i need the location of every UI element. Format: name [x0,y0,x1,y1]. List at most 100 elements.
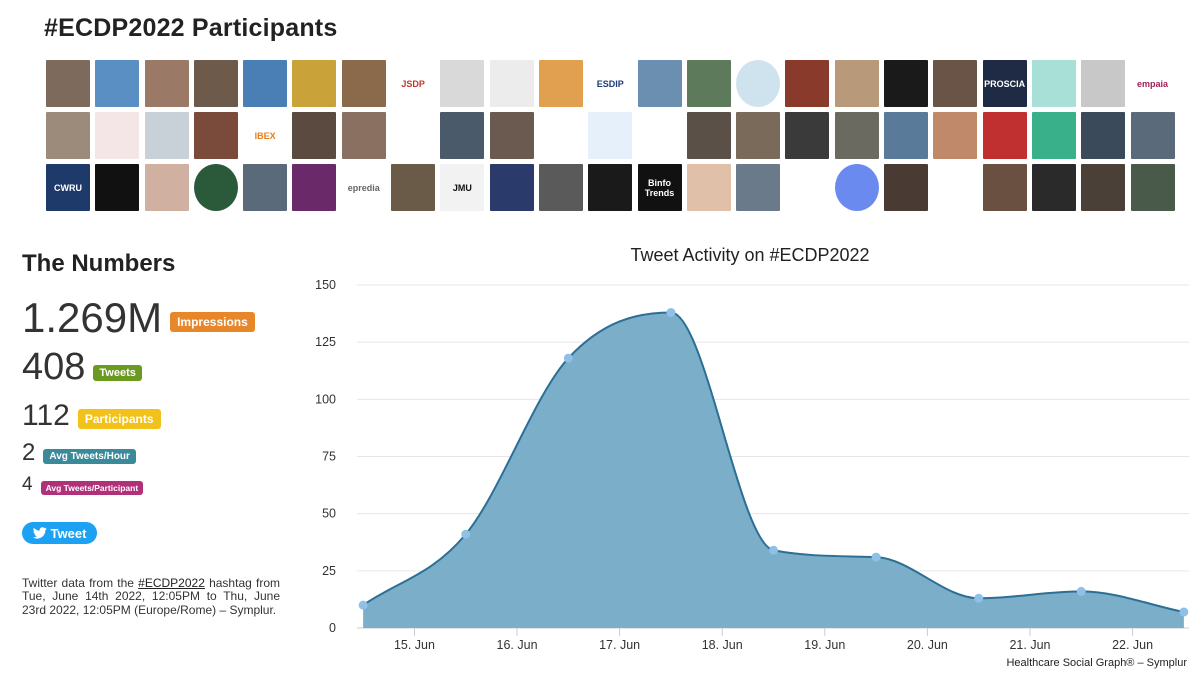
participant-avatar[interactable]: JSDP [391,60,436,107]
participant-avatar[interactable] [933,60,978,107]
y-axis: 0 25 50 75 100 125 150 [315,278,336,635]
participant-avatar[interactable] [1130,112,1175,159]
participant-avatar[interactable] [637,60,682,107]
participant-avatar[interactable] [834,164,879,211]
participant-avatar[interactable] [341,60,386,107]
participant-avatar[interactable]: epredia [341,164,386,211]
x-tick-label: 22. Jun [1112,638,1153,652]
tweet-button[interactable]: Tweet [22,522,97,544]
series-line [362,311,1185,613]
participant-avatar[interactable] [46,60,90,107]
participant-avatar[interactable] [46,112,90,159]
participant-avatar[interactable] [243,60,288,107]
participant-avatar[interactable] [736,112,781,159]
participant-avatar[interactable] [884,112,929,159]
participant-avatar[interactable] [144,112,189,159]
data-point[interactable] [974,593,984,603]
participant-avatar[interactable] [292,112,337,159]
participant-avatar[interactable] [1031,164,1076,211]
participant-avatar[interactable] [1130,164,1175,211]
data-point[interactable] [358,600,368,610]
participant-avatar[interactable] [1031,60,1076,107]
participant-avatar[interactable] [440,60,485,107]
data-point[interactable] [871,552,881,562]
participant-avatar[interactable] [489,164,534,211]
avatar-text: epredia [347,182,380,193]
avatar-text: CWRU [54,182,82,193]
tweet-button-label: Tweet [50,525,87,541]
data-point[interactable] [563,353,573,363]
avg-tweets-participant-badge: Avg Tweets/Participant [40,481,144,495]
participant-avatar[interactable] [95,60,140,107]
participant-avatar[interactable] [193,112,238,159]
tweets-badge: Tweets [93,364,142,381]
participant-avatar[interactable] [884,60,929,107]
participant-avatar[interactable]: empaia [1130,60,1175,107]
participant-avatar[interactable] [785,164,830,211]
participant-avatar[interactable] [686,60,731,107]
x-tick-label: 21. Jun [1009,638,1050,652]
participant-avatar[interactable] [489,112,534,159]
participant-avatar[interactable] [391,112,436,159]
participant-avatar[interactable]: PROSCIA [982,60,1027,107]
participant-avatar[interactable] [982,112,1027,159]
participant-avatar[interactable] [193,60,238,107]
participant-avatar[interactable] [292,164,337,211]
participant-avatar[interactable] [686,164,731,211]
data-point[interactable] [1076,586,1086,596]
y-tick-label: 100 [315,392,336,406]
impressions-badge: Impressions [170,312,255,332]
participant-avatar[interactable] [1081,112,1126,159]
participant-avatar[interactable] [933,112,978,159]
participant-avatar[interactable] [637,112,682,159]
participant-avatar[interactable] [982,164,1027,211]
participant-avatar[interactable] [95,112,140,159]
x-tick-label: 16. Jun [497,638,538,652]
data-point[interactable] [769,545,779,555]
participant-avatar[interactable] [144,60,189,107]
y-tick-label: 125 [315,335,336,349]
participant-avatar[interactable] [884,164,929,211]
participant-avatar[interactable] [1081,164,1126,211]
participant-avatar[interactable] [1081,60,1126,107]
participant-avatar[interactable] [933,164,978,211]
participant-avatar[interactable]: JMU [440,164,485,211]
participant-avatar[interactable]: ESDIP [588,60,633,107]
hashtag-link[interactable]: #ECDP2022 [138,576,205,590]
participant-avatar[interactable] [538,164,583,211]
participant-avatar[interactable] [785,60,830,107]
participant-avatar[interactable] [538,112,583,159]
participant-avatar[interactable]: Binfo Trends [637,164,682,211]
participant-avatar[interactable] [834,60,879,107]
participant-avatar[interactable] [834,112,879,159]
participant-avatar[interactable] [144,164,189,211]
participant-avatar[interactable] [588,164,633,211]
participant-avatar[interactable] [391,164,436,211]
participant-avatar[interactable] [292,60,337,107]
data-point[interactable] [666,307,676,317]
participant-avatar[interactable] [785,112,830,159]
avg-tweets-hour-value: 2 [22,439,36,466]
participant-avatar[interactable] [95,164,140,211]
participant-avatar[interactable] [489,60,534,107]
data-point[interactable] [461,529,471,539]
participant-avatar[interactable] [1031,112,1076,159]
avatar-text: Binfo Trends [644,177,675,198]
data-point[interactable] [1179,607,1189,617]
participant-avatar[interactable] [440,112,485,159]
participant-avatar[interactable]: CWRU [46,164,90,211]
participant-avatar[interactable] [736,60,781,107]
participant-avatar[interactable] [243,164,288,211]
participant-avatar[interactable] [686,112,731,159]
participant-avatar[interactable] [538,60,583,107]
avatar-text: empaia [1137,78,1169,89]
participant-avatar[interactable] [588,112,633,159]
avatar-text: JSDP [401,78,425,89]
participant-avatar[interactable]: IBEX [243,112,288,159]
participant-avatar[interactable] [193,164,238,211]
tweets-metric: 408 Tweets [22,346,142,389]
participant-avatar[interactable] [736,164,781,211]
impressions-metric: 1.269M Impressions [22,294,255,342]
avatar-text: ESDIP [596,78,624,89]
participant-avatar[interactable] [341,112,386,159]
